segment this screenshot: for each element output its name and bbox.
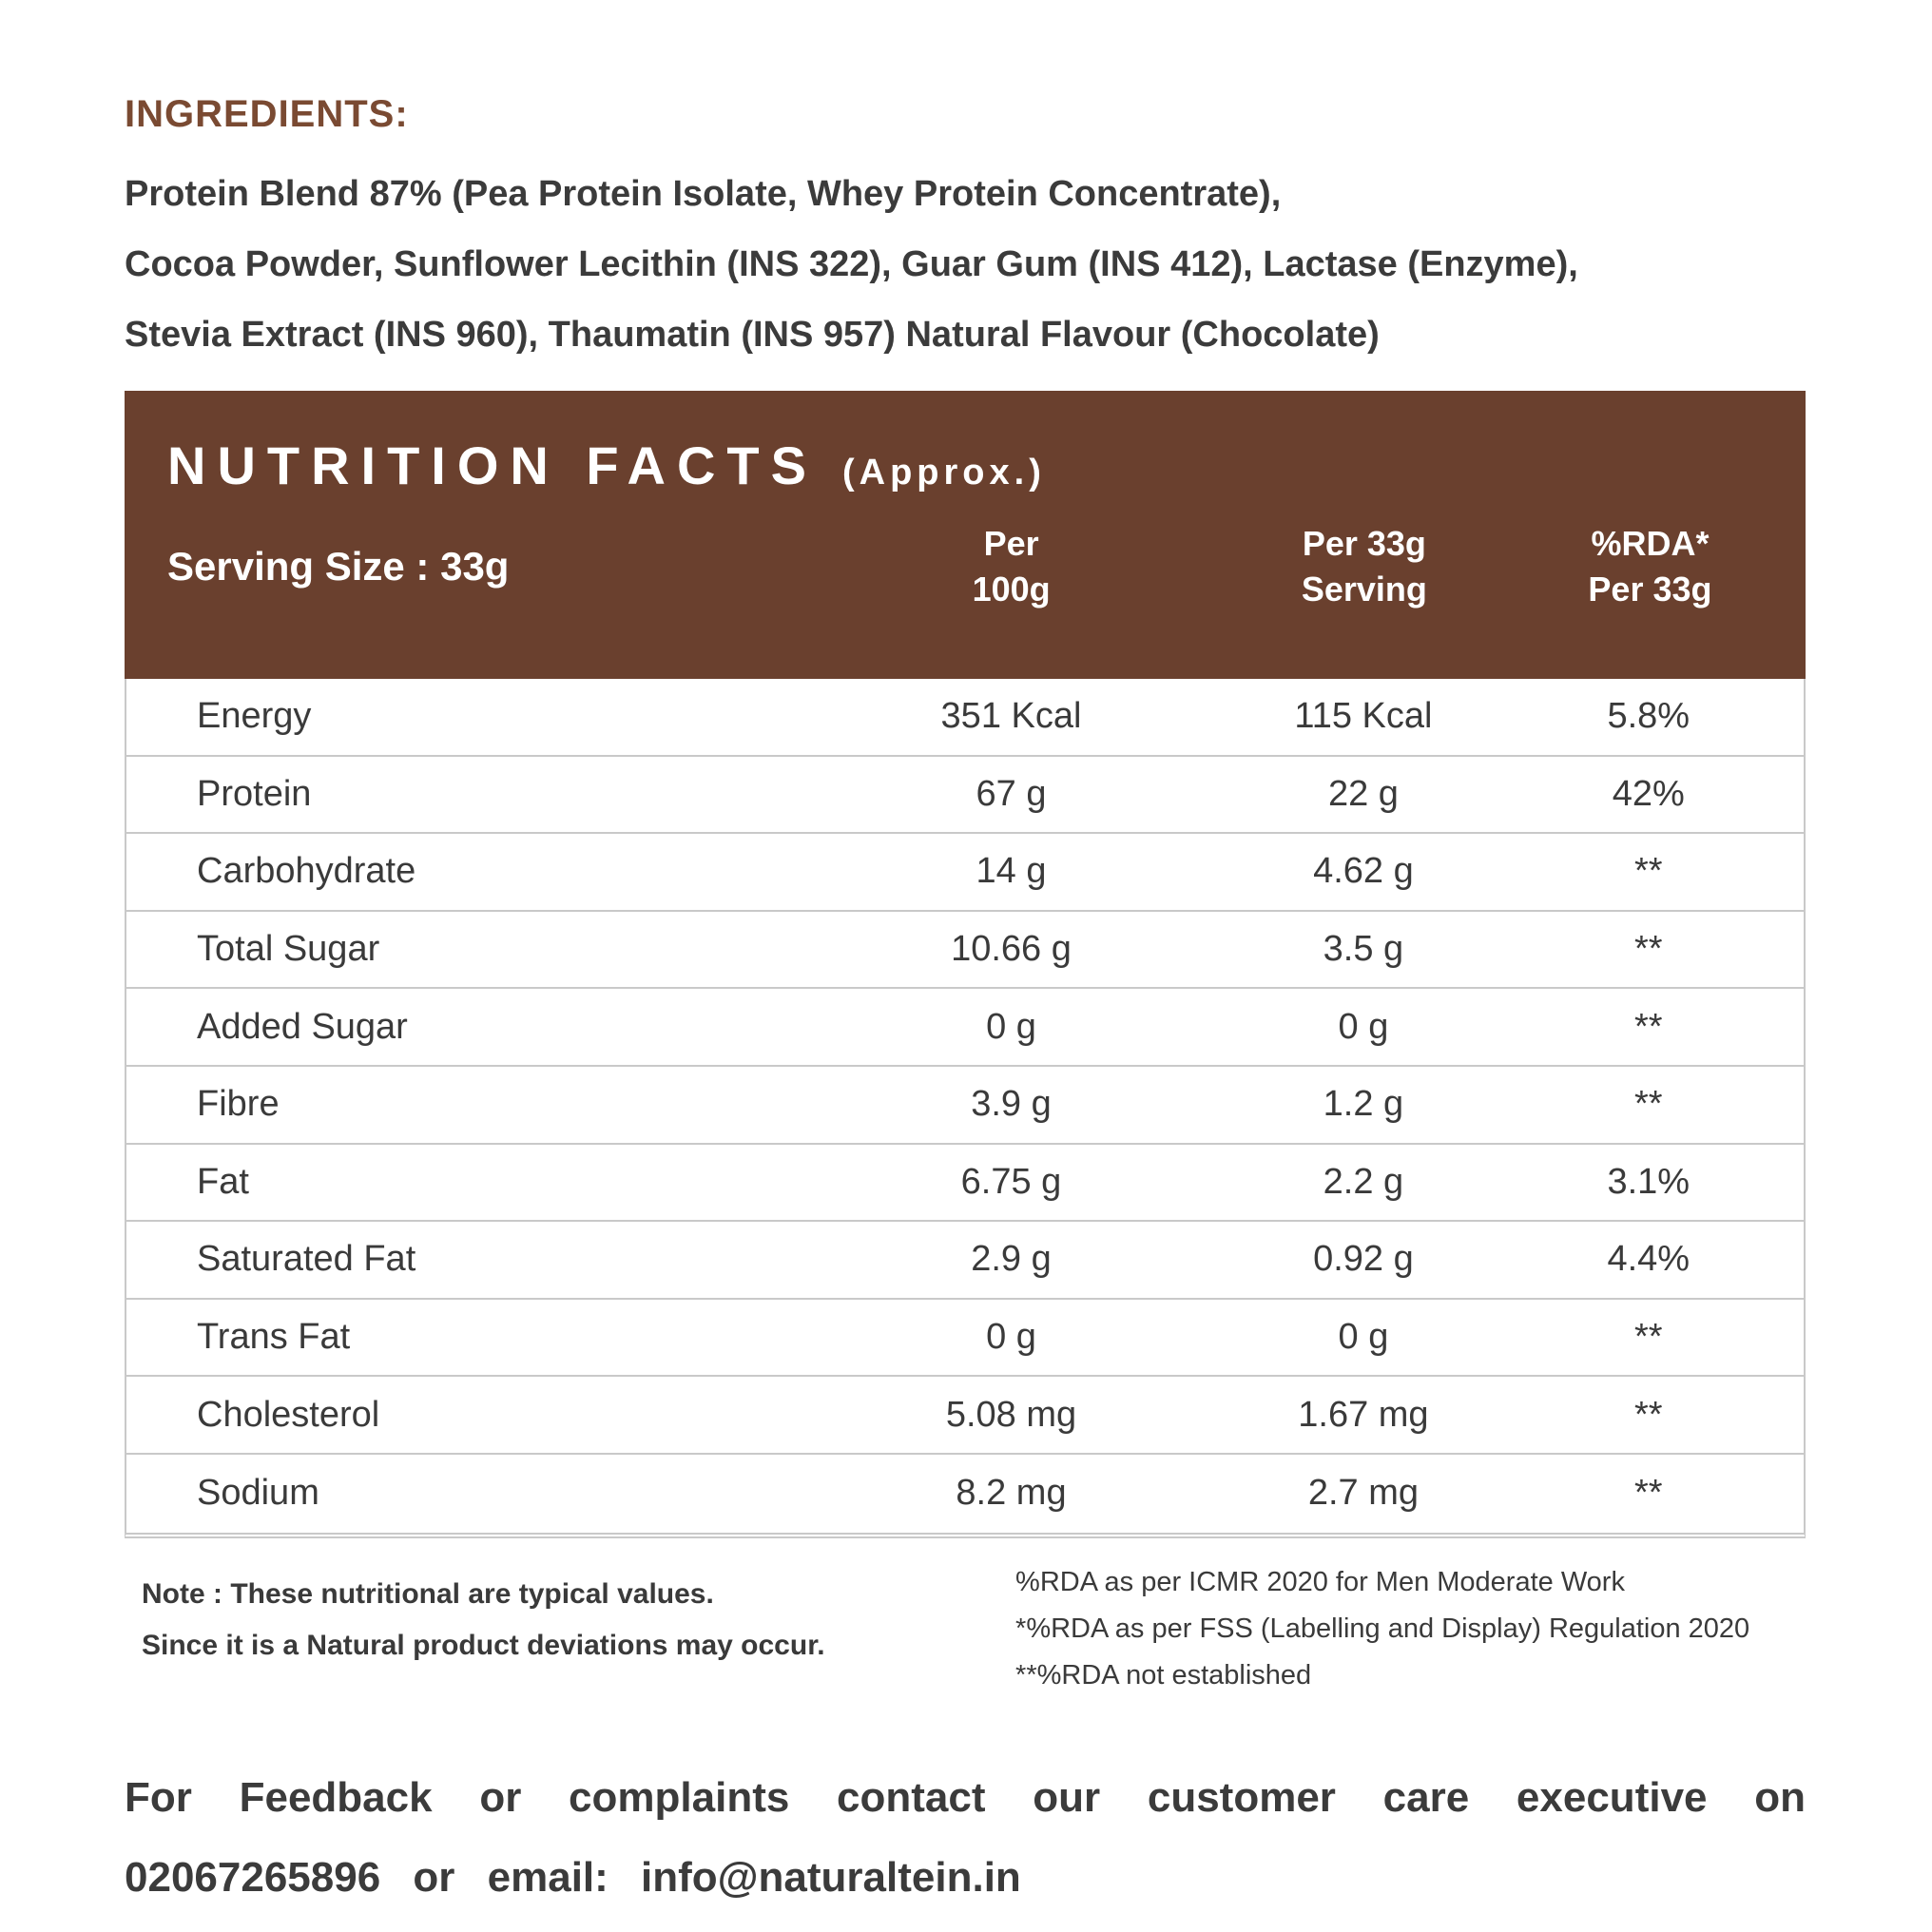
- column-header-per-serving: Per 33g Serving: [1234, 521, 1495, 611]
- notes-left: Note : These nutritional are typical val…: [125, 1578, 1015, 1707]
- per-serving-value: 3.5 g: [1323, 929, 1404, 970]
- nutrient-label: Cholesterol: [197, 1394, 380, 1435]
- per-serving-value: 1.67 mg: [1298, 1394, 1429, 1435]
- column-header-line: Per: [983, 524, 1039, 563]
- nutrition-facts-approx: (Approx.): [841, 453, 1046, 493]
- nutrient-label: Sodium: [197, 1473, 319, 1514]
- table-row: Protein 67 g 22 g 42%: [126, 757, 1804, 835]
- ingredients-section: INGREDIENTS: Protein Blend 87% (Pea Prot…: [125, 93, 1806, 370]
- rda-value: **: [1634, 1317, 1663, 1358]
- nutrient-label: Carbohydrate: [197, 851, 416, 892]
- nutrition-facts-title-row: NUTRITION FACTS (Approx.): [125, 435, 1806, 496]
- table-row: Sodium 8.2 mg 2.7 mg **: [126, 1455, 1804, 1533]
- rda-value: **: [1634, 1473, 1663, 1514]
- per-serving-value: 0 g: [1338, 1317, 1389, 1358]
- note-line: Note : These nutritional are typical val…: [142, 1577, 714, 1610]
- rda-value: 42%: [1612, 773, 1685, 814]
- rda-value: 5.8%: [1607, 696, 1690, 737]
- table-row: Fibre 3.9 g 1.2 g **: [126, 1067, 1804, 1145]
- note-line: Since it is a Natural product deviations…: [142, 1629, 825, 1661]
- per-serving-value: 1.2 g: [1323, 1084, 1404, 1125]
- rda-note-line: %RDA as per ICMR 2020 for Men Moderate W…: [1015, 1566, 1625, 1597]
- per-100g-value: 0 g: [986, 1317, 1036, 1358]
- per-100g-value: 3.9 g: [971, 1084, 1052, 1125]
- per-100g-value: 2.9 g: [971, 1239, 1052, 1280]
- column-header-line: %RDA*: [1591, 524, 1710, 563]
- ingredients-line: Protein Blend 87% (Pea Protein Isolate, …: [125, 174, 1282, 214]
- column-header-line: Per 33g: [1588, 569, 1712, 609]
- nutrient-label: Fat: [197, 1161, 249, 1202]
- rda-note-line: **%RDA not established: [1015, 1659, 1312, 1690]
- table-row: Cholesterol 5.08 mg 1.67 mg **: [126, 1377, 1804, 1455]
- label-content: INGREDIENTS: Protein Blend 87% (Pea Prot…: [125, 0, 1806, 1918]
- rda-value: **: [1634, 851, 1663, 892]
- contact-line-phone-email: 02067265896 or email: info@naturaltein.i…: [125, 1853, 1021, 1901]
- ingredients-text: Protein Blend 87% (Pea Protein Isolate, …: [125, 159, 1806, 370]
- per-serving-value: 0.92 g: [1313, 1239, 1414, 1280]
- column-header-row: Serving Size : 33g Per 100g Per 33g Serv…: [125, 521, 1806, 611]
- rda-value: **: [1634, 1084, 1663, 1125]
- table-row: Added Sugar 0 g 0 g **: [126, 989, 1804, 1067]
- table-row: Trans Fat 0 g 0 g **: [126, 1300, 1804, 1378]
- rda-value: **: [1634, 929, 1663, 970]
- per-100g-value: 14 g: [976, 851, 1047, 892]
- per-100g-value: 0 g: [986, 1006, 1036, 1047]
- ingredients-line: Cocoa Powder, Sunflower Lecithin (INS 32…: [125, 244, 1578, 284]
- per-serving-value: 4.62 g: [1313, 851, 1414, 892]
- nutrition-facts-header: NUTRITION FACTS (Approx.) Serving Size :…: [125, 391, 1806, 679]
- table-row: Fat 6.75 g 2.2 g 3.1%: [126, 1145, 1804, 1223]
- serving-size-label: Serving Size : 33g: [167, 543, 510, 589]
- nutrient-label: Total Sugar: [197, 929, 380, 970]
- nutrient-label: Saturated Fat: [197, 1239, 416, 1280]
- table-row: Carbohydrate 14 g 4.62 g **: [126, 834, 1804, 912]
- per-100g-value: 351 Kcal: [940, 696, 1082, 737]
- column-header-line: Serving: [1301, 569, 1427, 609]
- per-100g-value: 6.75 g: [960, 1161, 1062, 1202]
- column-header-line: 100g: [972, 569, 1051, 609]
- per-serving-value: 2.2 g: [1323, 1161, 1404, 1202]
- nutrient-label: Energy: [197, 696, 312, 737]
- notes-right: %RDA as per ICMR 2020 for Men Moderate W…: [1015, 1567, 1806, 1707]
- rda-value: **: [1634, 1006, 1663, 1047]
- per-serving-value: 0 g: [1338, 1006, 1389, 1047]
- nutrient-label: Fibre: [197, 1084, 280, 1125]
- contact-line: For Feedback or complaints contact our c…: [125, 1773, 1806, 1821]
- nutrition-table: Energy 351 Kcal 115 Kcal 5.8% Protein 67…: [125, 679, 1806, 1538]
- per-100g-value: 5.08 mg: [945, 1394, 1077, 1435]
- rda-value: 3.1%: [1607, 1161, 1690, 1202]
- notes-section: Note : These nutritional are typical val…: [125, 1567, 1806, 1707]
- table-row: Energy 351 Kcal 115 Kcal 5.8%: [126, 679, 1804, 757]
- table-row: Saturated Fat 2.9 g 0.92 g 4.4%: [126, 1222, 1804, 1300]
- table-row: Total Sugar 10.66 g 3.5 g **: [126, 912, 1804, 990]
- per-serving-value: 2.7 mg: [1307, 1473, 1419, 1514]
- per-serving-value: 115 Kcal: [1294, 696, 1433, 737]
- column-header-per-100g: Per 100g: [788, 521, 1234, 611]
- column-header-line: Per 33g: [1302, 524, 1426, 563]
- nutrient-label: Added Sugar: [197, 1006, 408, 1047]
- nutrition-facts-panel: NUTRITION FACTS (Approx.) Serving Size :…: [125, 391, 1806, 1538]
- rda-value: **: [1634, 1394, 1663, 1435]
- per-serving-value: 22 g: [1327, 773, 1399, 814]
- nutrition-facts-title: NUTRITION FACTS: [167, 435, 818, 495]
- contact-section: For Feedback or complaints contact our c…: [125, 1758, 1806, 1918]
- per-100g-value: 8.2 mg: [956, 1473, 1067, 1514]
- nutrient-label: Trans Fat: [197, 1317, 351, 1358]
- rda-note-line: *%RDA as per FSS (Labelling and Display)…: [1015, 1613, 1750, 1644]
- per-100g-value: 67 g: [976, 773, 1047, 814]
- nutrient-label: Protein: [197, 773, 312, 814]
- rda-value: 4.4%: [1607, 1239, 1690, 1280]
- ingredients-heading: INGREDIENTS:: [125, 93, 409, 135]
- column-header-rda: %RDA* Per 33g: [1495, 521, 1806, 611]
- ingredients-line: Stevia Extract (INS 960), Thaumatin (INS…: [125, 315, 1380, 355]
- per-100g-value: 10.66 g: [951, 929, 1072, 970]
